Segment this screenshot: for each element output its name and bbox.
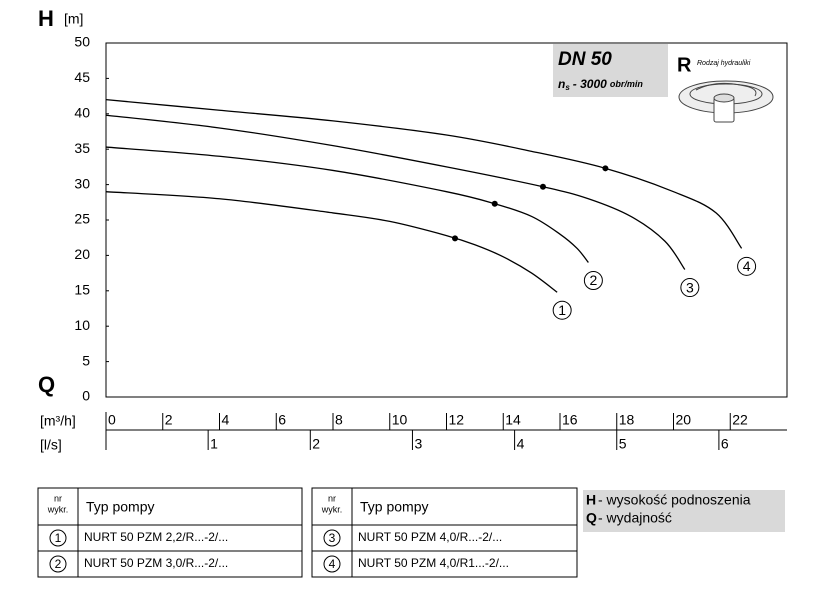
x-tick-label: 2 (165, 412, 173, 428)
x2-tick-label: 1 (210, 436, 218, 452)
row-number: 4 (329, 557, 336, 571)
legend-text: - wysokość podnoszenia (598, 492, 751, 508)
x2-tick-label: 5 (619, 436, 627, 452)
duty-point (452, 235, 459, 242)
row-number: 3 (329, 531, 336, 545)
pump-curve (105, 114, 686, 270)
x-tick-label: 22 (732, 412, 748, 428)
duty-point (491, 200, 498, 207)
y-tick-label: 35 (74, 140, 90, 156)
info-box (553, 44, 668, 97)
x-tick-label: 6 (278, 412, 286, 428)
curve-label-circle (583, 270, 603, 290)
y-tick-label: 50 (74, 34, 90, 50)
nr-header: nr (54, 493, 62, 503)
x-tick-label: 0 (108, 412, 116, 428)
pump-model: NURT 50 PZM 4,0/R...-2/... (358, 530, 502, 544)
pump-model: NURT 50 PZM 4,0/R1...-2/... (358, 556, 509, 570)
x-tick-label: 16 (562, 412, 578, 428)
pump-model: NURT 50 PZM 3,0/R...-2/... (84, 556, 228, 570)
row-number-circle (49, 555, 67, 573)
table-frame (37, 487, 578, 578)
y-tick-label: 5 (82, 352, 90, 368)
x2-tick-label: 6 (721, 436, 729, 452)
x-tick-label: 14 (505, 412, 521, 428)
row-number-circle (323, 529, 341, 547)
speed-value: - 3000 (573, 77, 607, 91)
speed-unit: obr/min (610, 79, 644, 89)
type-header: Typ pompy (360, 499, 428, 515)
legend-text: - wydajność (598, 510, 672, 526)
x-tick-label: 18 (619, 412, 635, 428)
curve-label-circle (680, 278, 700, 298)
x-unit: [m³/h] (40, 413, 76, 429)
nr-header: wykr. (321, 504, 343, 514)
legend-symbol: H (586, 492, 596, 508)
x-tick-label: 12 (449, 412, 465, 428)
x-tick-label: 20 (676, 412, 692, 428)
x2-tick-label: 3 (414, 436, 422, 452)
y-unit: [m] (64, 11, 83, 27)
curve-label: 4 (743, 258, 751, 274)
info-title: DN 50 (558, 49, 612, 70)
pump-curve (105, 146, 589, 263)
type-header: Typ pompy (86, 499, 154, 515)
impeller-icon (678, 80, 774, 123)
pump-curve (105, 98, 743, 249)
hydraulics-label: Rodzaj hydrauliki (697, 60, 751, 67)
x2-tick-label: 2 (312, 436, 320, 452)
row-number: 1 (55, 531, 62, 545)
x2-tick-label: 4 (517, 436, 525, 452)
speed-subscript: s (565, 83, 570, 92)
curve-label-circle (552, 300, 572, 320)
y-tick-label: 10 (74, 317, 90, 333)
nr-header: wykr. (47, 504, 69, 514)
row-number-circle (49, 529, 67, 547)
y-tick-label: 45 (74, 69, 90, 85)
duty-point (539, 183, 546, 190)
pump-curve (105, 191, 558, 293)
x-tick-label: 4 (222, 412, 230, 428)
info-speed: ns - 3000 obr/min (558, 77, 643, 92)
x2-unit: [l/s] (40, 437, 62, 453)
curve-label-circle (737, 256, 757, 276)
pump-model: NURT 50 PZM 2,2/R...-2/... (84, 530, 228, 544)
duty-point (602, 165, 609, 172)
row-number-circle (323, 555, 341, 573)
legend-symbol: Q (586, 510, 597, 526)
x-tick-label: 8 (335, 412, 343, 428)
y-tick-label: 15 (74, 282, 90, 298)
nr-header: nr (328, 493, 336, 503)
y-symbol: H (38, 6, 54, 31)
y-tick-label: 20 (74, 246, 90, 262)
speed-symbol: n (558, 77, 565, 91)
curve-label: 2 (589, 272, 597, 288)
x-tick-label: 10 (392, 412, 408, 428)
x-symbol: Q (38, 372, 55, 397)
y-tick-label: 40 (74, 105, 90, 121)
row-number: 2 (55, 557, 62, 571)
hydraulics-letter: R (677, 54, 692, 76)
legend-box (583, 490, 785, 532)
curve-label: 1 (558, 302, 566, 318)
y-tick-label: 25 (74, 211, 90, 227)
y-tick-label: 30 (74, 175, 90, 191)
y-tick-label: 0 (82, 388, 90, 404)
curve-label: 3 (686, 279, 694, 295)
